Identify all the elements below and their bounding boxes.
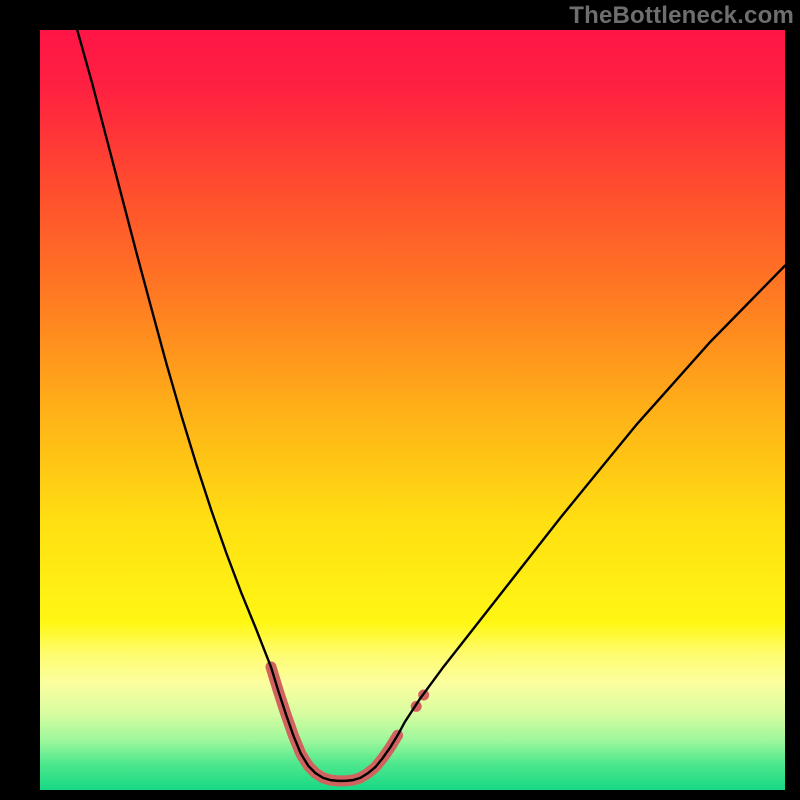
watermark-text: TheBottleneck.com [569, 2, 794, 30]
figure-container: TheBottleneck.com [0, 0, 800, 800]
chart-plot-area [40, 30, 785, 790]
bottleneck-curve-chart [40, 30, 785, 790]
